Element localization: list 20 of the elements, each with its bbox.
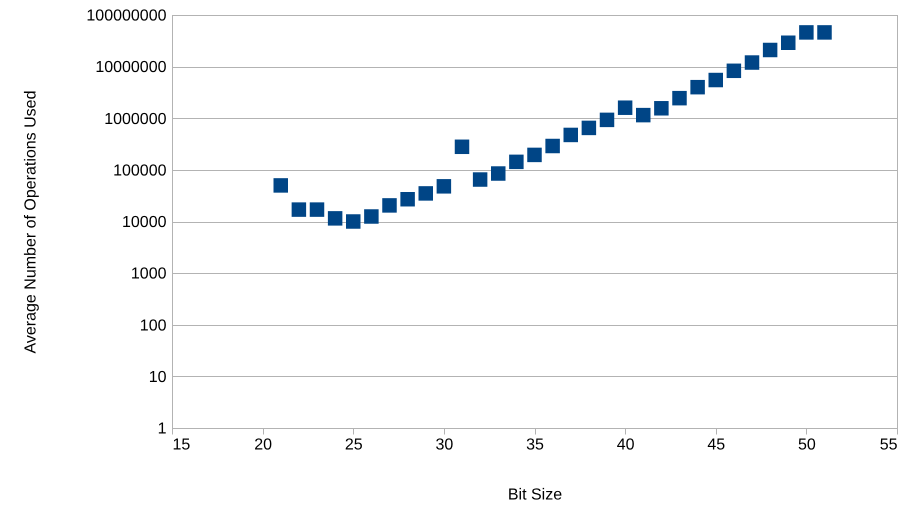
x-axis-title: Bit Size (508, 486, 562, 504)
x-tick-label: 40 (616, 436, 635, 454)
x-tick-label: 35 (526, 436, 544, 454)
x-tick-label: 30 (435, 436, 454, 454)
y-tick-label: 1 (158, 420, 167, 438)
y-tick-label: 100 (140, 317, 167, 334)
y-tick-label: 100000000 (86, 8, 167, 24)
y-tick-label: 100000 (113, 162, 167, 180)
y-tick-label: 10000000 (95, 59, 167, 76)
x-tick-label: 55 (880, 436, 898, 454)
x-tick-label: 45 (707, 436, 726, 454)
y-tick-label: 1000000 (104, 110, 167, 128)
y-tick-label: 10 (148, 368, 167, 386)
x-tick-label: 25 (344, 436, 363, 454)
y-tick-label: 10000 (122, 214, 167, 231)
y-axis-title: Average Number of Operations Used (22, 90, 40, 354)
y-tick-label: 1000 (130, 266, 167, 283)
x-tick-label: 15 (172, 436, 190, 454)
x-tick-label: 20 (254, 436, 272, 454)
x-tick-label: 50 (798, 436, 816, 454)
